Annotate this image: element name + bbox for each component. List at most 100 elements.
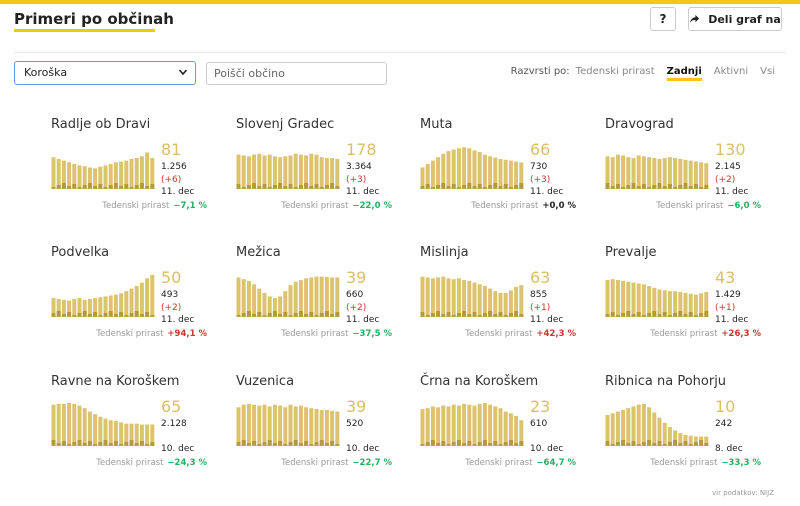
- sort-option-active[interactable]: Aktivni: [713, 66, 749, 77]
- active-cases-value: 66: [530, 140, 551, 159]
- trend-bar: [288, 404, 293, 446]
- daily-bar: [139, 441, 144, 446]
- weekly-growth-label: Tedenski prirast: [281, 201, 349, 211]
- daily-bar: [519, 314, 524, 317]
- daily-bar: [319, 440, 324, 446]
- total-cases-value: 855: [530, 290, 548, 300]
- trend-bar: [662, 290, 667, 317]
- trend-bar: [610, 413, 615, 446]
- trend-bar: [493, 406, 498, 446]
- trend-bar: [615, 280, 620, 317]
- trend-bar: [425, 164, 430, 189]
- municipality-card[interactable]: Muta 66 730 (+3) 11. dec Tedenski priras…: [420, 117, 590, 227]
- trend-bar: [498, 408, 503, 446]
- municipality-card[interactable]: Ravne na Koroškem 65 2.128 10. dec Teden…: [51, 374, 221, 484]
- daily-bar: [56, 311, 61, 317]
- daily-bar: [252, 183, 257, 189]
- sort-option-weekly[interactable]: Tedenski prirast: [575, 66, 655, 77]
- daily-bar: [482, 313, 487, 317]
- daily-bar: [641, 184, 646, 189]
- trend-bar: [252, 404, 257, 446]
- daily-bar: [652, 311, 657, 317]
- trend-bar: [451, 279, 456, 317]
- municipality-search-input[interactable]: [206, 62, 387, 85]
- share-button[interactable]: Deli graf na: [688, 7, 782, 31]
- daily-delta: (+3): [530, 175, 551, 185]
- municipality-card[interactable]: Vuzenica 39 520 10. dec Tedenski prirast…: [236, 374, 406, 484]
- trend-bar: [272, 404, 277, 446]
- municipality-card[interactable]: Mežica 39 660 (+2) 11. dec Tedenski prir…: [236, 245, 406, 355]
- municipality-card[interactable]: Radlje ob Dravi 81 1.256 (+6) 11. dec Te…: [51, 117, 221, 227]
- trend-bar: [87, 411, 92, 446]
- daily-bar: [472, 312, 477, 317]
- daily-bar: [298, 311, 303, 317]
- daily-bar: [77, 440, 82, 446]
- municipality-card[interactable]: Črna na Koroškem 23 610 10. dec Tedenski…: [420, 374, 590, 484]
- daily-bar: [288, 442, 293, 446]
- daily-bar: [283, 312, 288, 317]
- sort-option-all[interactable]: Vsi: [760, 66, 775, 77]
- trend-bar: [246, 156, 251, 189]
- trend-bar: [129, 423, 134, 446]
- top-accent-bar: [0, 0, 800, 4]
- municipality-card[interactable]: Mislinja 63 855 (+1) 11. dec Tedenski pr…: [420, 245, 590, 355]
- trend-bar: [298, 154, 303, 189]
- weekly-growth: Tedenski prirast +0,0 %: [471, 201, 576, 211]
- total-cases-value: 730: [530, 162, 548, 172]
- trend-bar: [615, 411, 620, 446]
- municipality-card[interactable]: Podvelka 50 493 (+2) 11. dec Tedenski pr…: [51, 245, 221, 355]
- daily-bar: [278, 183, 283, 189]
- daily-bar: [605, 183, 610, 189]
- trend-bar: [441, 405, 446, 446]
- trend-bar: [56, 298, 61, 317]
- daily-bar: [667, 442, 672, 446]
- trend-bar: [309, 408, 314, 446]
- active-cases-value: 10: [715, 397, 736, 416]
- daily-bar: [683, 441, 688, 446]
- trend-bar: [683, 434, 688, 446]
- daily-bar: [335, 186, 340, 189]
- municipality-card[interactable]: Prevalje 43 1.429 (+1) 11. dec Tedenski …: [605, 245, 775, 355]
- region-select[interactable]: Koroška: [14, 61, 196, 85]
- daily-bar: [508, 187, 513, 189]
- daily-bar: [688, 312, 693, 317]
- daily-bar: [621, 187, 626, 189]
- daily-bar: [446, 444, 451, 446]
- daily-bar: [493, 183, 498, 189]
- municipality-card[interactable]: Dravograd 130 2.145 (+2) 11. dec Tedensk…: [605, 117, 775, 227]
- daily-bar: [699, 440, 704, 446]
- daily-bar: [119, 186, 124, 189]
- trend-bar: [72, 298, 77, 317]
- daily-bar: [699, 187, 704, 189]
- trend-bar: [508, 160, 513, 189]
- trend-bar: [631, 406, 636, 446]
- trend-bar: [678, 433, 683, 446]
- daily-bar: [621, 440, 626, 446]
- trend-bar: [425, 408, 430, 446]
- daily-bar: [704, 443, 709, 446]
- municipality-card[interactable]: Ribnica na Pohorju 10 242 8. dec Tedensk…: [605, 374, 775, 484]
- municipality-card[interactable]: Slovenj Gradec 178 3.364 (+3) 11. dec Te…: [236, 117, 406, 227]
- daily-bar: [673, 440, 678, 446]
- help-button[interactable]: ?: [650, 7, 676, 31]
- weekly-growth: Tedenski prirast −64,7 %: [465, 458, 576, 468]
- trend-bar: [503, 411, 508, 446]
- daily-bar: [503, 315, 508, 317]
- daily-bar: [436, 311, 441, 317]
- sort-option-latest[interactable]: Zadnji: [666, 66, 702, 81]
- weekly-growth-value: −24,3 %: [167, 458, 207, 468]
- trend-bar: [519, 420, 524, 446]
- trend-bar: [498, 158, 503, 189]
- daily-bar: [134, 311, 139, 317]
- daily-delta: (+2): [346, 303, 367, 313]
- municipality-name: Podvelka: [51, 245, 110, 260]
- trend-bar: [514, 415, 519, 446]
- daily-bar: [335, 444, 340, 446]
- trend-bar: [605, 156, 610, 189]
- trend-bar: [610, 279, 615, 317]
- trend-bar: [51, 404, 56, 446]
- daily-bar: [324, 443, 329, 446]
- daily-bar: [139, 314, 144, 317]
- daily-bar: [134, 185, 139, 189]
- total-cases-value: 610: [530, 419, 548, 429]
